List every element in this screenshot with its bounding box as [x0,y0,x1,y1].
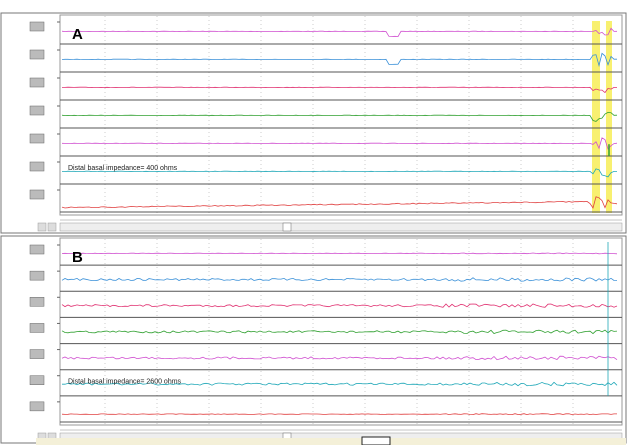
event-highlight [592,21,600,213]
trace [61,196,618,209]
panel: A Distal basal impedance= 400 ohms [0,12,627,234]
trace [61,52,617,68]
channel-icon[interactable] [29,189,45,200]
trace [61,27,618,38]
channel-icon[interactable] [29,161,45,172]
trace [61,252,618,255]
channel-icon[interactable] [29,133,45,144]
channel-icon[interactable] [29,21,45,32]
plot-area [59,14,623,216]
trace [61,168,617,178]
scroll-thumb[interactable] [282,222,292,232]
trace [61,303,618,308]
panel-label: A [72,26,83,43]
trace [61,413,617,416]
channel-icon[interactable] [29,323,45,333]
panel: B Distal basal impedance= 2600 ohms [0,235,627,444]
trace [61,355,618,361]
trace [61,277,618,282]
toolbar [36,438,626,445]
scroll-button[interactable] [37,222,47,232]
channel-icon[interactable] [29,375,45,385]
channel-icon[interactable] [29,77,45,88]
channel-icon[interactable] [29,401,45,412]
channel-icon[interactable] [29,297,45,307]
trace [61,137,618,150]
scroll-button[interactable] [47,222,57,232]
channel-icon[interactable] [29,349,45,359]
trace [61,111,618,122]
event-highlight [606,21,612,213]
channel-icon[interactable] [29,244,45,255]
trace [61,329,618,335]
trace [62,381,618,387]
toolbar-selector[interactable] [361,436,391,445]
trace [62,86,617,94]
panel-label: B [72,249,83,266]
annotation: Distal basal impedance= 2600 ohms [68,379,182,386]
annotation: Distal basal impedance= 400 ohms [68,165,178,172]
channel-icon[interactable] [29,49,45,60]
channel-icon[interactable] [29,105,45,116]
channel-icon[interactable] [29,270,45,281]
scrollbar[interactable] [59,222,623,232]
